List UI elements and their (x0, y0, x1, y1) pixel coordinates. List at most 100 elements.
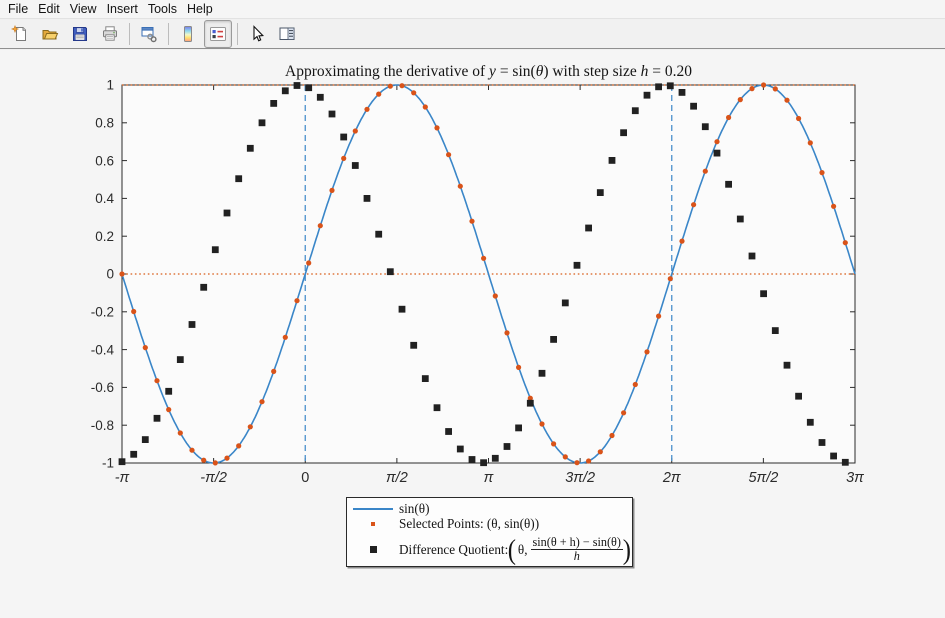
selected-point (119, 271, 125, 277)
difference-quotient-point (433, 404, 441, 412)
legend-row-difference-quotient: Difference Quotient: ( θ, sin(θ + h) − s… (347, 533, 632, 566)
y-tick-label: 1 (106, 78, 114, 93)
selected-point (271, 368, 277, 374)
difference-quotient-point (748, 252, 756, 260)
difference-quotient-point (538, 369, 546, 377)
toolbar (0, 20, 945, 49)
colorbar-icon (184, 26, 192, 42)
difference-quotient-point (340, 133, 348, 141)
selected-point (411, 90, 417, 96)
difference-quotient-point (830, 452, 837, 460)
difference-quotient-point (678, 89, 686, 96)
selected-point (539, 421, 545, 427)
y-tick-label: 0.8 (95, 116, 114, 131)
selected-point (306, 260, 312, 266)
difference-quotient-point (620, 129, 627, 137)
new-figure-button[interactable] (6, 20, 34, 48)
difference-quotient-point (235, 175, 243, 183)
selected-point (481, 255, 487, 261)
x-tick-label: 2π (662, 470, 681, 486)
selected-point (376, 91, 382, 97)
selected-point (422, 104, 428, 110)
selected-point (177, 430, 183, 436)
difference-quotient-point (701, 123, 709, 131)
menu-item-insert[interactable]: Insert (106, 2, 138, 16)
menu-item-tools[interactable]: Tools (147, 2, 178, 16)
x-tick-label: 0 (301, 470, 309, 486)
difference-quotient-point (795, 392, 802, 400)
difference-quotient-point (725, 180, 732, 188)
difference-quotient-point (141, 436, 149, 443)
menu-item-file[interactable]: File (8, 2, 29, 16)
dq-denominator: h (573, 549, 580, 563)
difference-quotient-point (281, 87, 289, 95)
difference-quotient-point (608, 157, 616, 164)
difference-quotient-point (713, 149, 721, 157)
difference-quotient-point (270, 100, 278, 107)
legend[interactable]: sin(θ) Selected Points: (θ, sin(θ)) Diff… (346, 497, 633, 567)
selected-point (446, 152, 452, 158)
selected-point (236, 443, 242, 449)
save-figure-button[interactable] (66, 20, 94, 48)
printer-icon (103, 26, 117, 41)
plot-browser-button[interactable] (273, 20, 301, 48)
legend-label-selected-points: Selected Points: (θ, sin(θ)) (399, 515, 540, 531)
difference-quotient-point (398, 305, 406, 313)
insert-colorbar-button[interactable] (174, 20, 202, 48)
title-text: Approximating the derivative of (285, 63, 490, 80)
dq-argument: θ, (517, 541, 528, 557)
y-tick-label: -1 (102, 456, 114, 471)
menu-bar: File Edit View Insert Tools Help (0, 0, 945, 19)
dq-fraction: sin(θ + h) − sin(θ) h (530, 535, 623, 563)
selected-point (737, 97, 743, 103)
x-tick-label: -π (115, 470, 130, 486)
difference-quotient-point (351, 162, 359, 169)
difference-quotient-point (188, 321, 196, 328)
edit-plot-button[interactable] (243, 20, 271, 48)
difference-quotient-point (468, 456, 476, 463)
y-tick-label: -0.2 (91, 305, 114, 320)
menu-item-view[interactable]: View (69, 2, 97, 16)
selected-point (726, 114, 732, 121)
difference-quotient-point (783, 361, 791, 369)
selected-point (609, 432, 615, 439)
open-folder-icon (42, 30, 59, 40)
menu-item-help[interactable]: Help (187, 2, 213, 16)
difference-quotient-point (305, 84, 313, 92)
x-tick-label: π/2 (386, 470, 408, 486)
selected-point (294, 298, 300, 304)
print-figure-button[interactable] (96, 20, 124, 48)
difference-quotient-point (386, 268, 394, 276)
difference-quotient-point (515, 424, 522, 432)
selected-point (201, 457, 207, 463)
difference-quotient-point (806, 418, 814, 426)
y-tick-label: 0.6 (95, 153, 114, 168)
selected-point (714, 139, 720, 145)
menu-item-edit[interactable]: Edit (38, 2, 60, 16)
link-plot-button[interactable] (135, 20, 163, 48)
new-figure-icon (11, 25, 26, 41)
selected-point (679, 238, 685, 244)
legend-square-marker (369, 546, 377, 553)
difference-quotient-point (410, 341, 418, 349)
save-floppy-icon (73, 27, 87, 41)
selected-point (247, 424, 253, 430)
selected-point (317, 223, 323, 229)
difference-quotient-point (176, 356, 184, 363)
difference-quotient-point (316, 93, 324, 101)
selected-point (796, 115, 802, 122)
x-tick-label: 3π (846, 470, 864, 486)
open-figure-button[interactable] (36, 20, 64, 48)
difference-quotient-point (736, 215, 744, 223)
x-tick-label: -π/2 (200, 470, 227, 486)
difference-quotient-point (503, 443, 511, 450)
selected-point (772, 86, 778, 92)
selected-point (667, 276, 673, 282)
selected-point (341, 155, 347, 161)
y-tick-label: 0 (106, 267, 114, 282)
legend-icon (210, 27, 226, 41)
selected-point (691, 202, 697, 208)
insert-legend-button[interactable] (204, 20, 232, 48)
selected-point (562, 454, 568, 460)
selected-point (387, 83, 393, 89)
